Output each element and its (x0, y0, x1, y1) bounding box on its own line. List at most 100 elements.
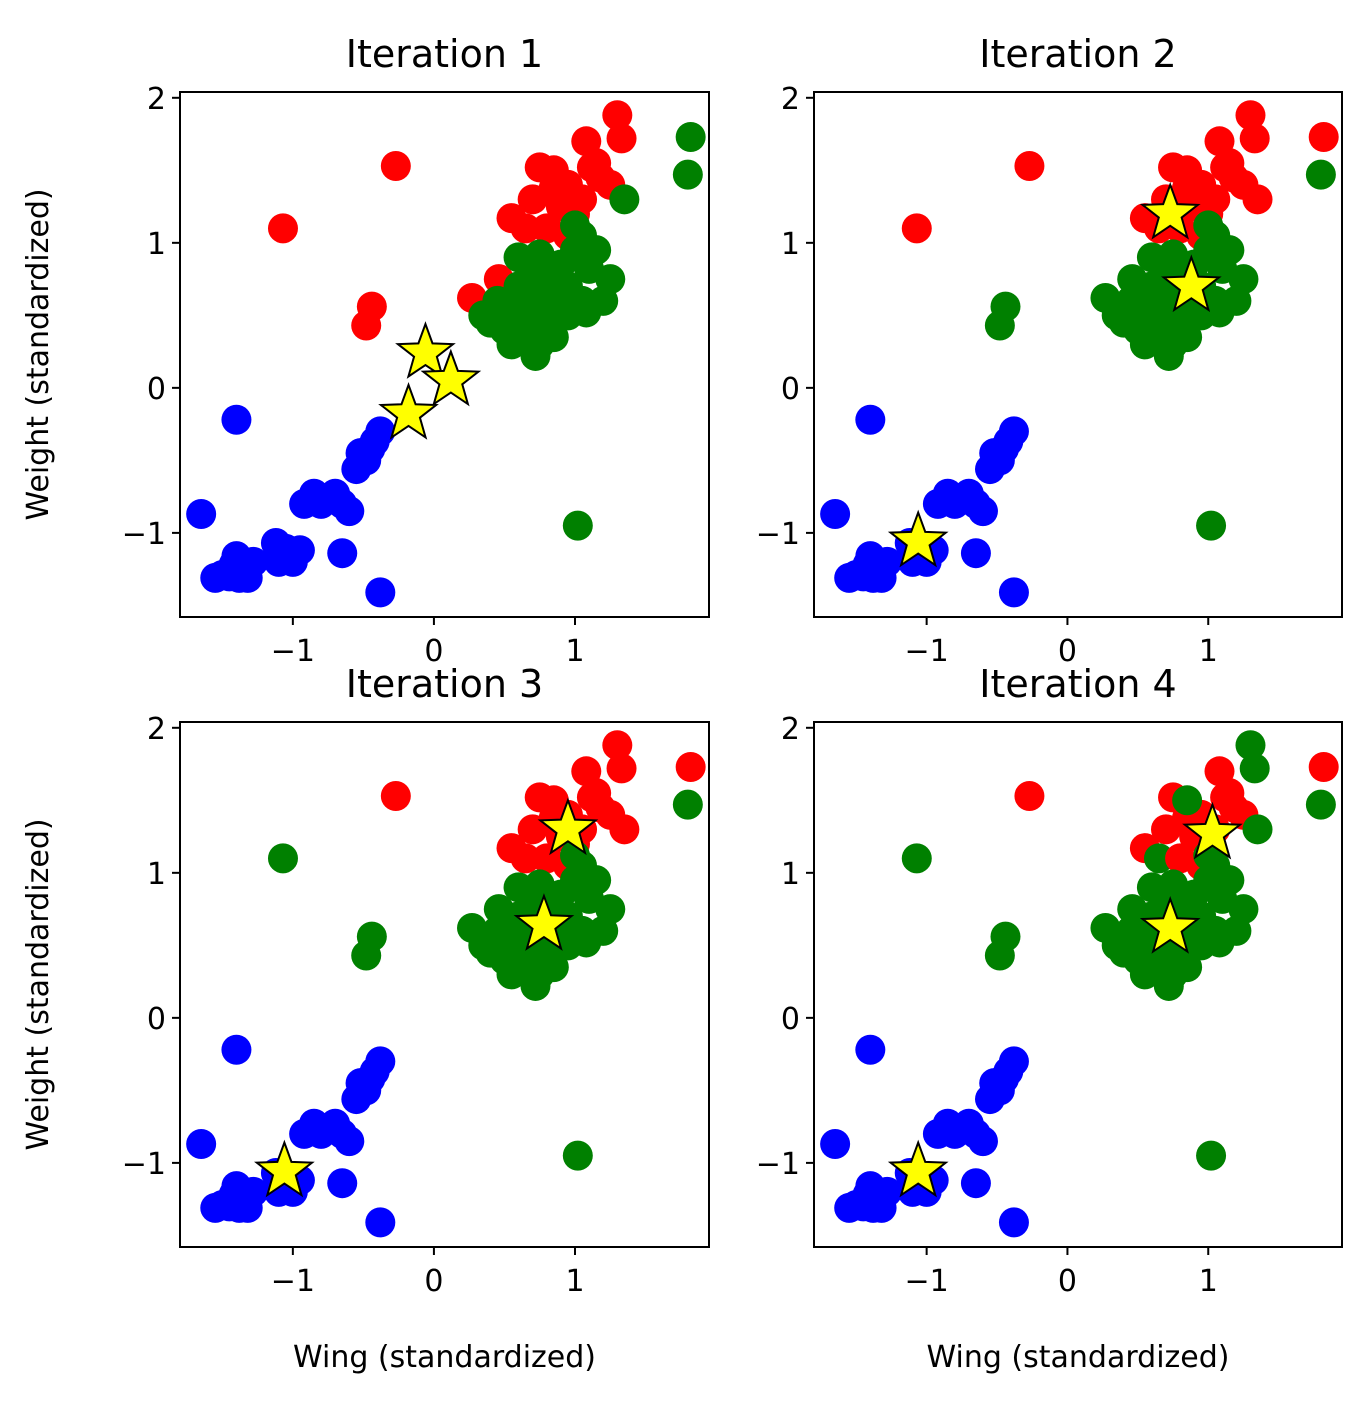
panel-4: Iteration 4 −1 0 1 −1 0 1 2 Wing (standardized) (756, 662, 1343, 1375)
y-tick-label: 2 (147, 82, 166, 117)
data-point (595, 264, 626, 295)
data-point (356, 921, 387, 952)
data-points (820, 100, 1339, 608)
centroid-star-icon (1139, 896, 1201, 954)
y-tick-label: 2 (781, 82, 800, 117)
data-point (327, 538, 358, 569)
data-point (496, 959, 527, 990)
axes-frame (179, 721, 710, 1248)
centroid-star-icon (1182, 801, 1243, 860)
data-point (855, 404, 886, 435)
data-point (1172, 785, 1203, 816)
y-tick-label: 1 (781, 857, 800, 892)
data-point (1172, 155, 1203, 186)
data-point (1305, 159, 1336, 190)
centroid-star-icon (395, 321, 456, 379)
data-point (672, 159, 703, 190)
data-point (967, 1126, 998, 1157)
y-tick-label: 0 (147, 372, 166, 407)
data-point (960, 538, 991, 569)
data-point (503, 242, 534, 273)
data-point (1014, 150, 1045, 181)
data-point (221, 1034, 252, 1065)
data-point (1239, 753, 1270, 784)
y-axis-label: Weight (standardized) (21, 818, 56, 1150)
x-tick-label: −1 (905, 1264, 949, 1299)
axes-frame (813, 91, 1343, 618)
data-point (327, 1168, 358, 1199)
data-point (1158, 959, 1189, 990)
y-tick-label: 0 (147, 1002, 166, 1037)
x-axis-label: Wing (standardized) (927, 1340, 1230, 1375)
y-tick-label: 1 (147, 857, 166, 892)
data-point (998, 1046, 1029, 1077)
data-points (186, 730, 706, 1238)
data-point (609, 184, 640, 215)
y-tick-label: −1 (122, 517, 166, 552)
data-point (998, 1207, 1029, 1238)
data-point (1214, 865, 1245, 896)
data-point (1196, 510, 1227, 541)
data-point (186, 499, 217, 530)
data-point (1136, 242, 1167, 273)
centroid-star-icon (1139, 181, 1201, 240)
x-tick-label: 1 (565, 1264, 584, 1299)
data-point (901, 213, 932, 244)
panel-3: Iteration 3 −1 0 1 −1 0 1 2 Weight (standardized… (21, 662, 710, 1375)
data-point (1214, 148, 1245, 179)
data-point (1239, 123, 1270, 154)
data-point (365, 416, 396, 447)
data-point (675, 751, 706, 782)
x-tick-label: 0 (1058, 1264, 1077, 1299)
y-tick-label: 2 (147, 712, 166, 747)
data-point (1158, 329, 1189, 360)
data-point (559, 210, 590, 241)
centroid-star-icon (378, 382, 439, 440)
y-tick-label: −1 (756, 517, 800, 552)
centroid-star-icon (887, 1139, 949, 1198)
data-point (1129, 329, 1160, 360)
y-tick-label: 1 (781, 227, 800, 262)
data-point (595, 894, 626, 925)
centroid-star-icon (887, 509, 949, 568)
data-point (1308, 121, 1339, 152)
centroid-star-icon (1160, 254, 1222, 313)
centroid-star-icon (254, 1139, 315, 1198)
data-point (524, 329, 555, 360)
data-point (334, 496, 365, 527)
y-tick-label: −1 (122, 1147, 166, 1182)
data-point (581, 148, 612, 179)
data-point (1308, 751, 1339, 782)
data-point (365, 1207, 396, 1238)
data-point (1242, 814, 1273, 845)
axes-frame (179, 91, 710, 618)
data-point (675, 121, 706, 152)
data-point (1235, 100, 1266, 131)
data-point (365, 1046, 396, 1077)
centroid-star-icon (420, 348, 482, 407)
y-tick-label: 0 (781, 1002, 800, 1037)
data-point (998, 577, 1029, 608)
data-point (1196, 1140, 1227, 1171)
data-point (990, 291, 1021, 322)
data-point (872, 1176, 903, 1207)
panel-title: Iteration 2 (979, 32, 1176, 76)
axes-frame (813, 721, 1343, 1248)
x-tick-label: 1 (565, 634, 584, 669)
x-axis-label: Wing (standardized) (293, 1340, 596, 1375)
panel-title: Iteration 1 (346, 32, 543, 76)
data-point (609, 814, 640, 845)
data-point (567, 184, 598, 215)
data-point (1305, 789, 1336, 820)
data-point (1200, 184, 1231, 215)
centroid-star-icon (513, 893, 575, 951)
data-point (960, 1168, 991, 1199)
data-point (267, 843, 298, 874)
panel-2: Iteration 2 −1 0 1 −1 0 1 2 (756, 32, 1343, 669)
data-point (496, 329, 527, 360)
data-point (1235, 730, 1266, 761)
data-point (1143, 843, 1174, 874)
data-point (562, 510, 593, 541)
data-point (238, 546, 269, 577)
data-point (1129, 959, 1160, 990)
